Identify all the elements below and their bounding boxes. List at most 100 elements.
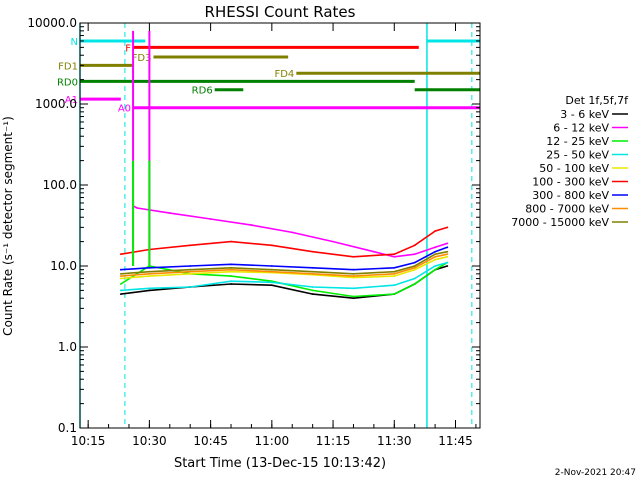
series-1-point-9 — [413, 253, 416, 256]
series-3-point-6 — [352, 287, 355, 290]
plot-area: F FD1 FD3 FD4 RD0 RD6 A1 A0 N — [57, 23, 480, 428]
series-8-point-3 — [230, 266, 232, 269]
series-7-point-9 — [434, 255, 437, 258]
series-6-point-4 — [270, 265, 273, 267]
flag-label-fd4: FD4 — [274, 69, 294, 80]
series-6-point-9 — [434, 250, 437, 253]
series-0-point-10 — [446, 265, 449, 267]
flag-label-rd0: RD0 — [57, 77, 78, 88]
series-6-point-2 — [189, 265, 192, 267]
series-6-point-1 — [148, 266, 151, 269]
series-5-point-7 — [393, 253, 396, 256]
series-0-point-0 — [119, 293, 122, 295]
series-3-point-1 — [148, 287, 151, 290]
series-0-point-4 — [270, 284, 273, 287]
series-7-point-1 — [148, 272, 151, 275]
series-4-point-0 — [119, 277, 122, 280]
series-2-point-8 — [413, 283, 416, 285]
legend-label-7: 800 - 7000 keV — [525, 203, 609, 216]
series-8-point-5 — [311, 270, 314, 273]
series-5-point-8 — [413, 244, 416, 247]
flag-label-a0: A0 — [118, 104, 131, 115]
series-1-point-6 — [332, 240, 334, 243]
series-4-point-3 — [230, 270, 232, 273]
series-4-point-6 — [352, 276, 355, 279]
x-tick-label-3: 11:00 — [255, 434, 290, 448]
series-2-point-3 — [230, 275, 232, 278]
series-4-point-1 — [148, 275, 151, 278]
series-8-point-1 — [148, 270, 151, 273]
series-7-point-3 — [230, 268, 232, 271]
series-3-point-8 — [413, 277, 416, 280]
series-7-point-4 — [270, 270, 273, 273]
flag-label-rd6: RD6 — [192, 86, 213, 97]
y-tick-label-5: 10000.0 — [27, 16, 77, 30]
plot-frame — [79, 22, 481, 429]
series-3-point-2 — [189, 286, 192, 288]
legend-label-5: 100 - 300 keV — [532, 176, 609, 189]
series-3-point-10 — [446, 261, 449, 264]
y-axis-label: Count Rate (s⁻¹ detector segment⁻¹) — [1, 116, 15, 336]
y-tick-label-4: 1000.0 — [35, 97, 77, 111]
series-8-point-7 — [393, 270, 396, 273]
series-0-point-6 — [352, 297, 355, 300]
series-7-point-10 — [446, 253, 449, 256]
series-2-point-6 — [352, 295, 355, 298]
series-2-point-9 — [434, 268, 437, 271]
x-tick-label-0: 10:15 — [71, 434, 106, 448]
series-7-point-5 — [311, 272, 314, 275]
series-8-point-4 — [270, 268, 273, 271]
flag-label-n: N — [71, 37, 78, 48]
series-5-point-10 — [446, 226, 449, 229]
legend-label-0: 3 - 6 keV — [560, 108, 609, 121]
chart-title: RHESSI Count Rates — [205, 3, 356, 21]
series-8-point-10 — [446, 250, 449, 253]
x-tick-label-6: 11:45 — [438, 434, 473, 448]
series-8-point-8 — [413, 265, 416, 267]
series-line-5 — [120, 226, 448, 258]
x-tick-label-4: 11:15 — [316, 434, 351, 448]
series-3-point-7 — [393, 284, 396, 287]
series-5-point-3 — [230, 240, 232, 243]
series-7-point-0 — [119, 275, 122, 278]
series-5-point-5 — [311, 250, 314, 253]
x-tick-label-1: 10:30 — [132, 434, 167, 448]
series-3-point-3 — [230, 280, 232, 283]
series-4-point-9 — [434, 258, 437, 261]
y-tick-label-0: 0.1 — [58, 421, 77, 435]
series-5-point-6 — [352, 255, 355, 258]
series-2-point-5 — [311, 289, 314, 292]
series-line-8 — [120, 250, 448, 275]
legend-label-6: 300 - 800 keV — [532, 189, 609, 202]
series-6-point-10 — [446, 246, 449, 249]
series-1-point-10 — [434, 246, 437, 249]
series-0-point-3 — [230, 283, 232, 285]
series-4-point-8 — [413, 268, 416, 271]
series-4-point-10 — [446, 255, 449, 258]
series-line-1 — [132, 205, 448, 258]
legend-label-3: 25 - 50 keV — [546, 149, 609, 162]
series-4-point-7 — [393, 275, 396, 278]
flag-label-fd1: FD1 — [58, 61, 78, 72]
series-1-point-7 — [372, 250, 375, 253]
axes: 10:15 10:30 10:45 11:00 11:15 11:30 11:45 0.1 1.… — [27, 16, 480, 448]
series-5-point-9 — [434, 230, 437, 232]
series-1-point-2 — [168, 212, 171, 214]
series-3-point-9 — [434, 265, 437, 267]
x-axis-label: Start Time (13-Dec-15 10:13:42) — [174, 456, 386, 471]
series-1-point-1 — [136, 207, 139, 209]
legend-title: Det 1f,5f,7f — [565, 94, 629, 107]
series-0-point-1 — [148, 289, 151, 292]
series-3-point-0 — [119, 289, 122, 292]
series-line-6 — [120, 246, 448, 271]
series-8-point-2 — [189, 268, 192, 271]
series-1-point-11 — [446, 242, 449, 245]
series-1-point-3 — [209, 218, 212, 220]
series-3-point-5 — [311, 286, 314, 288]
series-line-7 — [120, 253, 448, 277]
legend-label-4: 50 - 100 keV — [539, 162, 609, 175]
series-2-point-7 — [393, 293, 396, 295]
